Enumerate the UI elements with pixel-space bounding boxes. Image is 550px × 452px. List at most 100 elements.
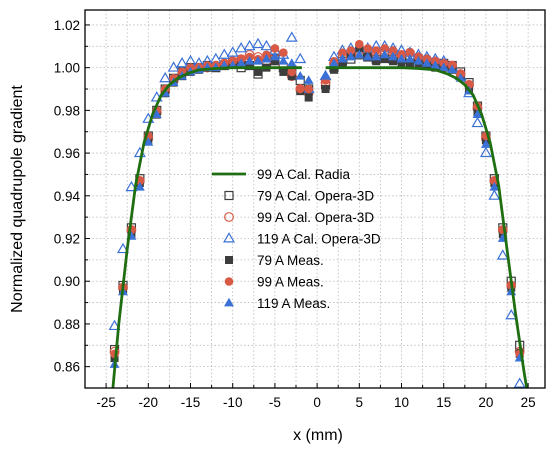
legend-label: 79 A Meas. [257, 253, 324, 268]
data-point [295, 71, 306, 80]
series-line-radia [111, 66, 302, 388]
data-point [125, 180, 138, 192]
data-point [295, 84, 305, 94]
data-point [303, 75, 314, 84]
legend-label: 119 A Meas. [257, 296, 330, 311]
data-point [379, 49, 390, 59]
data-point [362, 51, 373, 61]
legend-marker [224, 190, 234, 201]
data-point [389, 57, 398, 66]
data-point [489, 182, 500, 191]
legend-label: 79 A Cal. Opera-3D [257, 189, 374, 204]
legend-label: 119 A Cal. Opera-3D [257, 232, 381, 247]
y-tick-label: 1.02 [54, 18, 80, 33]
x-tick-label: 25 [521, 395, 536, 410]
data-point [304, 84, 313, 94]
data-point [405, 59, 414, 68]
data-point [270, 57, 279, 66]
data-point [244, 56, 255, 65]
series-filled-triangle [109, 49, 525, 368]
data-point [388, 51, 399, 61]
data-point [380, 44, 389, 53]
data-point [405, 48, 415, 58]
x-tick-label: 15 [436, 395, 451, 410]
y-tick-label: 0.94 [54, 189, 81, 204]
series-line-radia [325, 66, 529, 388]
data-point [261, 53, 272, 63]
y-tick-label: 0.86 [54, 360, 80, 375]
y-tick-label: 0.98 [54, 103, 80, 118]
data-point [260, 39, 273, 51]
data-point [388, 46, 398, 55]
plot-frame [84, 9, 546, 389]
legend-marker [224, 212, 234, 222]
data-point [226, 46, 239, 57]
data-point [294, 52, 307, 64]
legend-label: 99 A Cal. Radia [257, 167, 351, 182]
data-point [479, 146, 492, 158]
data-point [243, 39, 256, 51]
legend-label: 99 A Cal. Opera-3D [257, 210, 374, 225]
data-point [472, 109, 483, 119]
legend-marker [224, 277, 234, 286]
data-point [337, 53, 348, 63]
data-point [397, 59, 406, 68]
data-point [279, 48, 288, 58]
y-tick-label: 0.92 [54, 232, 80, 247]
data-point [480, 139, 491, 148]
data-point [320, 71, 331, 80]
data-point [345, 51, 356, 61]
y-tick-label: 0.96 [54, 146, 80, 161]
data-point [430, 60, 441, 69]
data-point [371, 46, 381, 55]
y-tick-label: 0.90 [54, 274, 80, 289]
data-point [285, 31, 298, 42]
data-point [279, 67, 288, 76]
data-point [496, 249, 509, 260]
data-point [235, 42, 248, 53]
data-point [159, 71, 172, 83]
x-tick-label: 0 [313, 395, 321, 410]
x-tick-label: -25 [96, 395, 116, 410]
data-point [421, 58, 432, 67]
y-tick-label: 1.00 [54, 61, 80, 76]
data-point [286, 58, 297, 67]
legend: 99 A Cal. Radia 79 A Cal. Opera-3D 99 A Ca… [212, 167, 381, 311]
data-point [269, 51, 280, 61]
legend-marker [223, 232, 235, 243]
data-point [278, 56, 289, 65]
data-point [355, 39, 364, 49]
data-point [438, 62, 449, 72]
data-point [167, 61, 180, 72]
data-point [363, 44, 373, 53]
x-axis-title: x (mm) [293, 427, 343, 444]
plot-area [108, 31, 529, 388]
data-point [329, 65, 338, 74]
data-point [413, 56, 424, 65]
data-point [151, 109, 162, 119]
legend-label: 99 A Meas. [257, 275, 324, 290]
x-tick-label: 10 [394, 395, 409, 410]
series-layer [108, 31, 529, 388]
data-point [176, 56, 189, 68]
x-tick-label: -20 [139, 395, 159, 410]
data-point [488, 189, 501, 200]
legend-marker [225, 256, 233, 264]
data-point [346, 46, 356, 55]
data-point [505, 308, 518, 320]
ticks: -25 -20 -15 -10 -5 0 5 10 15 20 25 0.86 0.88 0.90 0.92… [54, 18, 536, 410]
data-point [253, 56, 263, 65]
data-point [338, 59, 347, 68]
data-point [321, 85, 330, 94]
data-point [287, 67, 297, 77]
x-tick-label: 20 [478, 395, 493, 410]
data-point [405, 53, 415, 63]
data-point [371, 51, 382, 61]
data-point [108, 319, 121, 331]
x-tick-label: -5 [269, 395, 281, 410]
data-point [134, 182, 145, 191]
data-point [117, 242, 129, 254]
data-point [471, 116, 484, 128]
x-tick-label: -15 [181, 395, 201, 410]
